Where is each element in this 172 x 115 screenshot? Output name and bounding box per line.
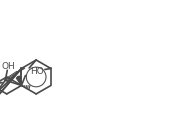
Text: HO: HO xyxy=(30,66,44,75)
Polygon shape xyxy=(17,76,22,86)
Text: OH: OH xyxy=(1,61,15,70)
Polygon shape xyxy=(16,77,22,86)
